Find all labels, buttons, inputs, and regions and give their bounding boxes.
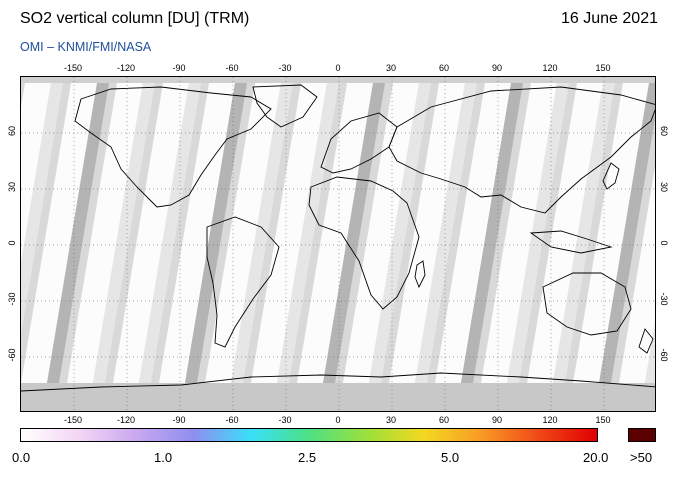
swath-light bbox=[205, 83, 281, 383]
colorbar-label-2: 2.5 bbox=[298, 450, 317, 465]
map-title: SO2 vertical column [DU] (TRM) bbox=[20, 10, 250, 27]
top-lon-label: -120 bbox=[116, 63, 135, 73]
swath-light bbox=[343, 83, 419, 383]
top-lon-label: -60 bbox=[225, 63, 239, 73]
swath-shade bbox=[415, 83, 477, 383]
swath-light bbox=[67, 83, 143, 383]
swath-shade bbox=[21, 83, 63, 335]
top-lon-label: -150 bbox=[63, 63, 82, 73]
new-zealand-outline bbox=[638, 328, 654, 354]
right-lat-label: -60 bbox=[659, 348, 669, 362]
bot-lon-label: -120 bbox=[116, 415, 135, 425]
bot-lon-label: -30 bbox=[278, 415, 292, 425]
antarctica-outline bbox=[21, 372, 655, 392]
bot-lon-label: 0 bbox=[335, 415, 341, 425]
left-lat-label: -60 bbox=[7, 348, 17, 362]
graticule bbox=[21, 77, 655, 411]
swath-light bbox=[251, 83, 327, 383]
colorbar-label-3: 5.0 bbox=[441, 450, 460, 465]
swath-light bbox=[21, 83, 97, 383]
swath-shade bbox=[277, 83, 339, 383]
left-lat-label: 0 bbox=[7, 240, 17, 246]
right-lat-label: 30 bbox=[659, 181, 669, 192]
bot-lon-label: -60 bbox=[225, 415, 239, 425]
swath-light bbox=[389, 83, 465, 383]
top-lon-label: -90 bbox=[172, 63, 186, 73]
swath-shade bbox=[231, 83, 293, 383]
swath-shade bbox=[93, 83, 155, 383]
bot-lon-label: 90 bbox=[491, 415, 502, 425]
top-lon-label: 150 bbox=[595, 63, 611, 73]
swath-shade bbox=[139, 83, 201, 383]
north-pole-band bbox=[21, 77, 655, 83]
south-america-outline bbox=[206, 216, 280, 348]
south-pole-band bbox=[21, 383, 655, 411]
top-lon-label: 60 bbox=[438, 63, 449, 73]
colorbar bbox=[20, 428, 598, 442]
bot-lon-label: 150 bbox=[595, 415, 611, 425]
swath-light bbox=[297, 83, 373, 383]
swath-light bbox=[573, 83, 649, 383]
colorbar-label-0: 0.0 bbox=[12, 450, 31, 465]
bot-lon-label: 30 bbox=[385, 415, 396, 425]
bot-lon-label: 60 bbox=[438, 415, 449, 425]
swath-light bbox=[435, 83, 511, 383]
continent-outlines bbox=[21, 84, 655, 392]
map-canvas bbox=[21, 77, 655, 411]
swath-shade bbox=[507, 83, 569, 383]
right-lat-label: -30 bbox=[659, 292, 669, 306]
left-lat-label: 30 bbox=[7, 182, 17, 193]
bot-lon-label: 120 bbox=[542, 415, 558, 425]
top-lon-label: 0 bbox=[335, 63, 341, 73]
left-lat-label: -30 bbox=[7, 292, 17, 306]
colorbar-over-swatch bbox=[628, 428, 656, 442]
swath-light bbox=[113, 83, 189, 383]
colorbar-label-1: 1.0 bbox=[154, 450, 173, 465]
swath-shade bbox=[47, 83, 109, 383]
swath-light bbox=[481, 83, 557, 383]
swath-shade bbox=[553, 83, 615, 383]
top-lon-label: -30 bbox=[278, 63, 292, 73]
colorbar-label-4: 20.0 bbox=[583, 450, 609, 465]
australia-outline bbox=[542, 272, 632, 336]
north-america-outline bbox=[74, 86, 272, 208]
swath-light bbox=[159, 83, 235, 383]
swath-shade bbox=[461, 83, 523, 383]
swath-shade bbox=[323, 83, 385, 383]
indonesia-outline bbox=[529, 230, 613, 254]
bot-lon-label: -90 bbox=[172, 415, 186, 425]
swaths-dark bbox=[21, 83, 655, 383]
left-lat-label: 60 bbox=[7, 126, 17, 137]
right-lat-label: 0 bbox=[659, 240, 669, 246]
so2-map bbox=[20, 76, 656, 412]
swath-shade bbox=[599, 83, 655, 383]
swath-shade bbox=[185, 83, 247, 383]
africa-outline bbox=[308, 176, 420, 310]
right-lat-label: 60 bbox=[659, 125, 669, 136]
greenland-outline bbox=[252, 84, 318, 128]
top-lon-label: 90 bbox=[491, 63, 502, 73]
map-credit: OMI – KNMI/FMI/NASA bbox=[20, 40, 152, 54]
map-date: 16 June 2021 bbox=[561, 10, 658, 27]
top-lon-label: 30 bbox=[385, 63, 396, 73]
swath-light bbox=[619, 167, 655, 383]
colorbar-label-over: >50 bbox=[630, 450, 653, 465]
bot-lon-label: -150 bbox=[63, 415, 82, 425]
madagascar-outline bbox=[414, 260, 426, 289]
asia-outline bbox=[388, 86, 655, 214]
japan-outline bbox=[602, 162, 620, 190]
top-lon-label: 120 bbox=[542, 63, 558, 73]
